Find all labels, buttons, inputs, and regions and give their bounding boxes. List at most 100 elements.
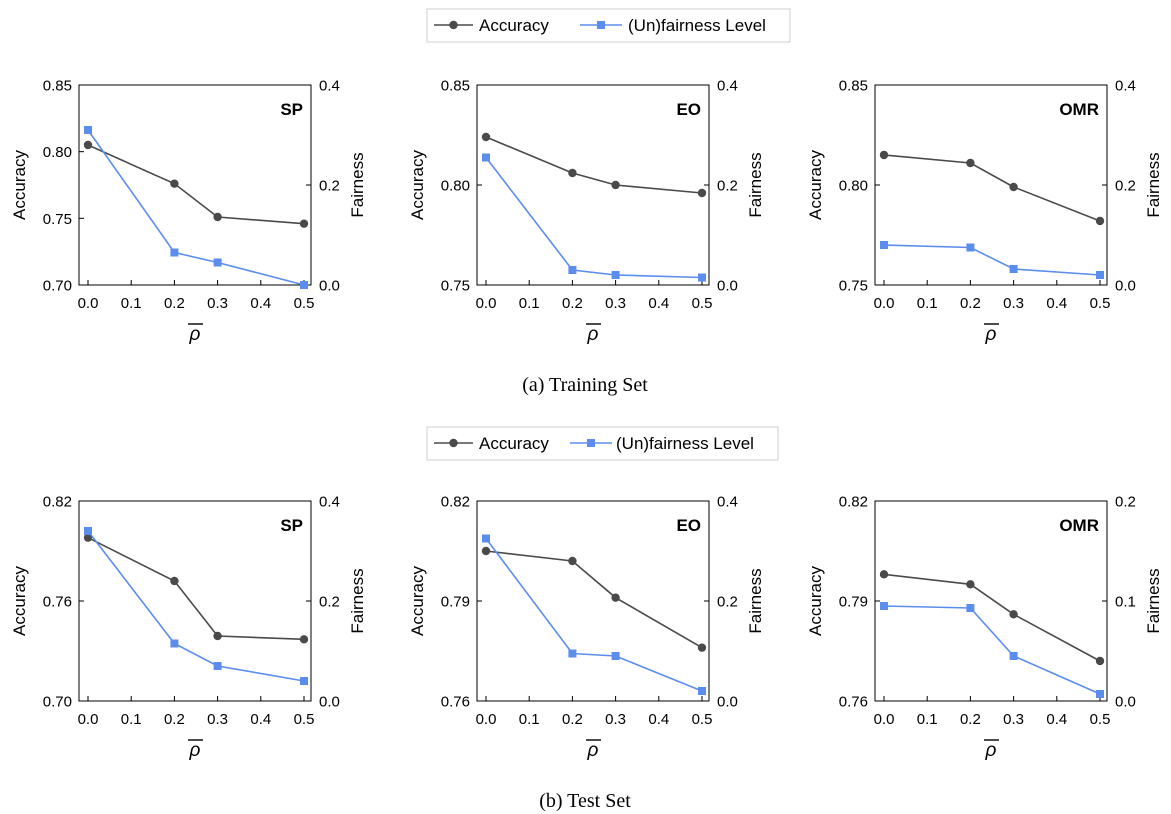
x-tick-label: 0.0 [78,711,99,728]
fairness-point [611,271,620,279]
legend-training: Accuracy (Un)fairness Level [426,8,791,43]
fairness-point [84,527,92,535]
y-left-tick-label: 0.75 [839,278,868,295]
x-tick-label: 0.3 [207,295,228,312]
fairness-point [1009,265,1018,273]
y-right-tick-label: 0.4 [1115,78,1136,95]
panel-title: EO [676,100,701,119]
y-right-tick-label: 0.2 [717,594,738,611]
plot-frame [476,84,710,286]
chart-panels: 0.70 0.75 0.80 0.85 0.0 0.2 0.4 0.0 0.1 0.2 0.3 0.4… [10,78,1163,762]
y-right-tick-label: 0.0 [717,278,738,295]
accuracy-point [568,168,577,178]
accuracy-line [87,144,305,225]
x-axis-label: ρ [587,740,599,761]
y-right-tick-label: 0.4 [319,78,340,95]
x-tick-label: 0.0 [476,711,497,728]
fairness-line [87,129,305,286]
x-tick-label: 0.3 [605,295,626,312]
legend-test: Accuracy (Un)fairness Level [426,426,779,461]
accuracy-point [170,576,179,586]
fairness-point [966,243,975,252]
accuracy-point [966,580,975,589]
y-right-tick-label: 0.2 [319,594,340,611]
fairness-point [1009,652,1018,660]
plot-frame [78,500,312,702]
y-left-axis-label: Accuracy [806,150,825,220]
accuracy-point [481,546,491,556]
accuracy-point [879,150,889,160]
x-tick-label: 0.2 [164,295,185,312]
y-right-tick-label: 0.4 [319,494,340,511]
accuracy-point [213,631,222,641]
y-left-axis-label: Accuracy [10,150,29,220]
accuracy-line [485,136,703,194]
x-tick-label: 0.5 [294,711,315,728]
fairness-line [485,538,703,692]
x-axis-label: ρ [189,740,201,761]
y-left-axis-label: Accuracy [10,566,29,636]
y-right-tick-label: 0.2 [717,178,738,195]
accuracy-point [1095,656,1105,666]
y-right-axis-label: Fairness [348,568,367,633]
x-tick-label: 0.5 [1090,295,1111,312]
x-axis-label: ρ [587,324,599,345]
y-right-axis-label: Fairness [1144,568,1163,633]
legend-fairness-marker [597,21,605,29]
y-right-tick-label: 0.0 [319,694,340,711]
accuracy-point [299,219,309,228]
chart-panel-eo: 0.76 0.79 0.82 0.0 0.2 0.4 0.0 0.1 0.2 0.3 0.4 0.5 A… [408,494,765,762]
y-left-tick-label: 0.85 [43,78,72,95]
accuracy-point [1095,216,1105,226]
y-right-tick-label: 0.4 [717,494,738,511]
accuracy-point [611,180,620,190]
y-left-tick-label: 0.70 [43,694,72,711]
y-right-axis-label: Fairness [746,152,765,217]
y-left-tick-label: 0.75 [43,211,72,228]
accuracy-point [611,593,620,602]
y-left-tick-label: 0.70 [43,278,72,295]
y-left-axis-label: Accuracy [408,566,427,636]
x-tick-label: 0.3 [605,711,626,728]
legend-fairness-label: (Un)fairness Level [616,434,754,453]
accuracy-point [568,556,577,566]
panel-title: EO [676,516,701,535]
fairness-line [883,605,1101,695]
y-right-tick-label: 0.0 [1115,694,1136,711]
y-left-tick-label: 0.82 [43,494,72,511]
fairness-point [1096,271,1104,279]
y-right-tick-label: 0.0 [1115,278,1136,295]
x-tick-label: 0.1 [121,295,142,312]
accuracy-point [1009,182,1018,192]
fairness-point [880,602,888,610]
chart-panel-eo: 0.75 0.80 0.85 0.0 0.2 0.4 0.0 0.1 0.2 0.3 0.4 0.5 A… [408,78,765,346]
x-tick-label: 0.4 [1046,295,1067,312]
x-tick-label: 0.3 [1003,711,1024,728]
accuracy-line [883,573,1101,662]
accuracy-point [1009,610,1018,619]
accuracy-point [879,570,889,579]
legend-fairness-label: (Un)fairness Level [628,16,766,35]
panel-title: OMR [1059,516,1099,535]
y-right-tick-label: 0.4 [717,78,738,95]
x-tick-label: 0.5 [294,295,315,312]
x-tick-label: 0.0 [78,295,99,312]
y-left-tick-label: 0.79 [839,594,868,611]
x-axis-label: ρ [985,740,997,761]
fairness-point [698,687,706,695]
x-tick-label: 0.2 [562,711,583,728]
x-tick-label: 0.1 [121,711,142,728]
x-tick-label: 0.0 [874,295,895,312]
accuracy-point [697,643,707,652]
x-tick-label: 0.0 [874,711,895,728]
accuracy-point [213,212,222,222]
y-left-tick-label: 0.82 [441,494,470,511]
fairness-line [485,157,703,279]
x-axis-label: ρ [189,324,201,345]
x-tick-label: 0.4 [250,295,271,312]
accuracy-point [83,533,93,542]
fairness-point [698,273,706,282]
x-tick-label: 0.5 [692,295,713,312]
legend-accuracy-label: Accuracy [479,434,549,453]
